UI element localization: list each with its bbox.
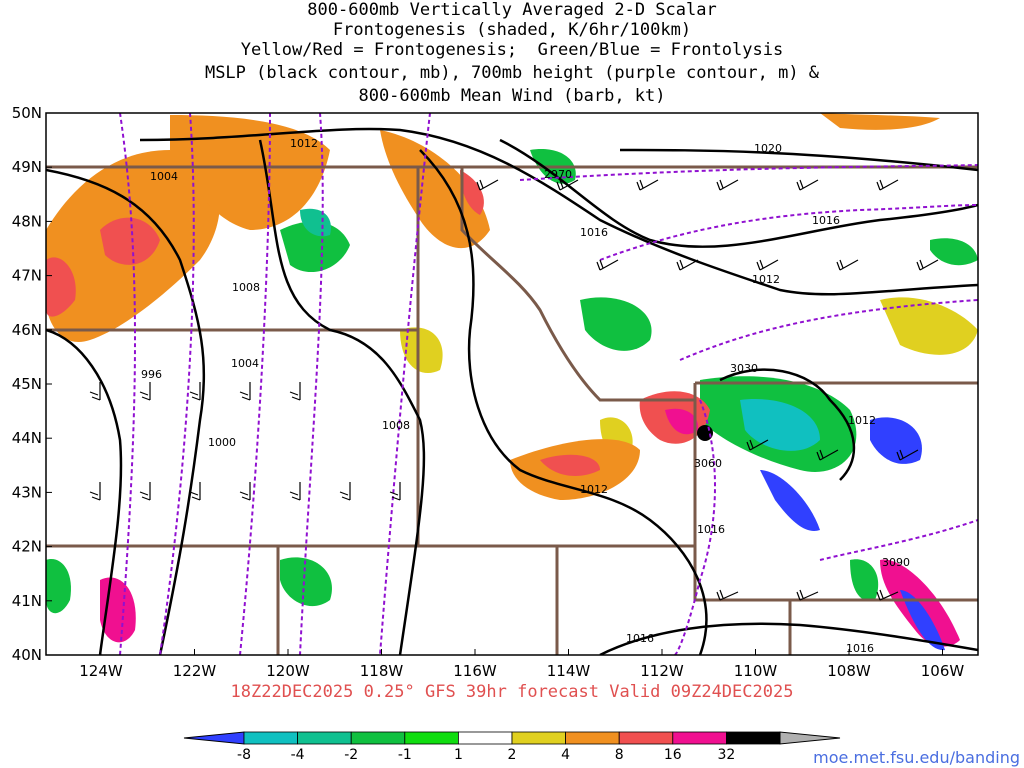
lon-tick-label: 110W — [734, 662, 778, 680]
colorbar-label: 16 — [664, 747, 682, 763]
credit-url[interactable]: moe.met.fsu.edu/banding — [813, 748, 1020, 767]
colorbar-label: -2 — [344, 747, 358, 763]
colorbar-segment — [350, 731, 406, 745]
mslp-label: 1016 — [626, 632, 654, 645]
mslp-label: 1000 — [208, 436, 236, 449]
lon-tick-label: 116W — [453, 662, 497, 680]
colorbar-label: 4 — [561, 747, 570, 763]
title-line-2: Frontogenesis (shaded, K/6hr/100km) — [332, 20, 692, 40]
colorbar: -8 -4 -2 -1 1 2 4 8 16 32 — [183, 731, 841, 763]
mslp-label: 996 — [141, 368, 162, 381]
lat-tick-label: 45N — [12, 375, 42, 393]
mslp-label: 1004 — [150, 170, 178, 183]
mslp-label: 1008 — [232, 281, 260, 294]
mslp-contours — [46, 127, 978, 655]
lat-tick-label: 46N — [12, 321, 42, 339]
lat-tick-label: 44N — [12, 429, 42, 447]
lon-tick-label: 106W — [921, 662, 965, 680]
mslp-label: 1016 — [580, 226, 608, 239]
lat-tick-label: 42N — [12, 538, 42, 556]
lat-tick-label: 49N — [12, 158, 42, 176]
colorbar-label: -4 — [291, 747, 305, 763]
mslp-label: 1016 — [697, 523, 725, 536]
colorbar-segment — [565, 731, 620, 745]
lat-tick-label: 43N — [12, 483, 42, 501]
lon-tick-label: 114W — [547, 662, 591, 680]
lat-tick-label: 47N — [12, 267, 42, 285]
colorbar-segment — [726, 731, 781, 745]
mslp-labels: 1012 1004 1008 1004 996 1000 1008 1012 1… — [141, 137, 876, 655]
mslp-label: 1016 — [812, 214, 840, 227]
colorbar-label: 32 — [717, 747, 735, 763]
height-contours — [119, 113, 978, 655]
title-line-5: 800-600mb Mean Wind (barb, kt) — [358, 86, 666, 106]
lon-tick-label: 112W — [640, 662, 684, 680]
height-label: 2970 — [544, 168, 572, 181]
mslp-label: 1008 — [382, 419, 410, 432]
height-labels: 2970 3030 3060 3090 — [544, 168, 910, 569]
wind-barbs — [89, 179, 939, 601]
colorbar-label: 1 — [454, 747, 463, 763]
height-label: 3030 — [730, 362, 758, 375]
colorbar-label: 8 — [615, 747, 624, 763]
height-label: 3060 — [694, 457, 722, 470]
mslp-label: 1004 — [231, 357, 259, 370]
colorbar-low-extension — [183, 731, 245, 745]
lat-tick-label: 50N — [12, 104, 42, 122]
colorbar-segment — [672, 731, 727, 745]
lat-tick-label: 48N — [12, 212, 42, 230]
height-label: 3090 — [882, 556, 910, 569]
lon-tick-label: 118W — [360, 662, 404, 680]
colorbar-segment — [511, 731, 566, 745]
title-line-4: MSLP (black contour, mb), 700mb height (… — [204, 63, 820, 83]
colorbar-segment — [243, 731, 298, 745]
colorbar-segment — [404, 731, 459, 745]
title-line-1: 800-600mb Vertically Averaged 2-D Scalar — [307, 0, 717, 20]
valid-time-label: 18Z22DEC2025 0.25° GFS 39hr forecast Val… — [230, 682, 794, 702]
mslp-label: 1012 — [848, 414, 876, 427]
mslp-label: 1020 — [754, 142, 782, 155]
lon-tick-label: 108W — [827, 662, 871, 680]
colorbar-segment — [297, 731, 352, 745]
mslp-label: 1012 — [580, 483, 608, 496]
colorbar-high-extension — [779, 731, 841, 745]
colorbar-segment — [457, 731, 513, 745]
colorbar-label: -8 — [237, 747, 251, 763]
mslp-label: 1012 — [290, 137, 318, 150]
latitude-axis: 50N 49N 48N 47N 46N 45N 44N 43N 42N 41N 40N — [12, 104, 52, 664]
colorbar-segment — [618, 731, 674, 745]
longitude-axis: 124W 122W 120W 118W 116W 114W 112W 110W 108W 106W — [79, 649, 964, 680]
colorbar-label: -1 — [398, 747, 412, 763]
lat-tick-label: 41N — [12, 592, 42, 610]
lon-tick-label: 122W — [173, 662, 217, 680]
lon-tick-label: 120W — [266, 662, 310, 680]
lat-tick-label: 40N — [12, 646, 42, 664]
title-line-3: Yellow/Red = Frontogenesis; Green/Blue =… — [240, 40, 784, 60]
mslp-label: 1012 — [752, 273, 780, 286]
lon-tick-label: 124W — [79, 662, 123, 680]
colorbar-label: 2 — [508, 747, 517, 763]
mslp-label: 1016 — [846, 642, 874, 655]
